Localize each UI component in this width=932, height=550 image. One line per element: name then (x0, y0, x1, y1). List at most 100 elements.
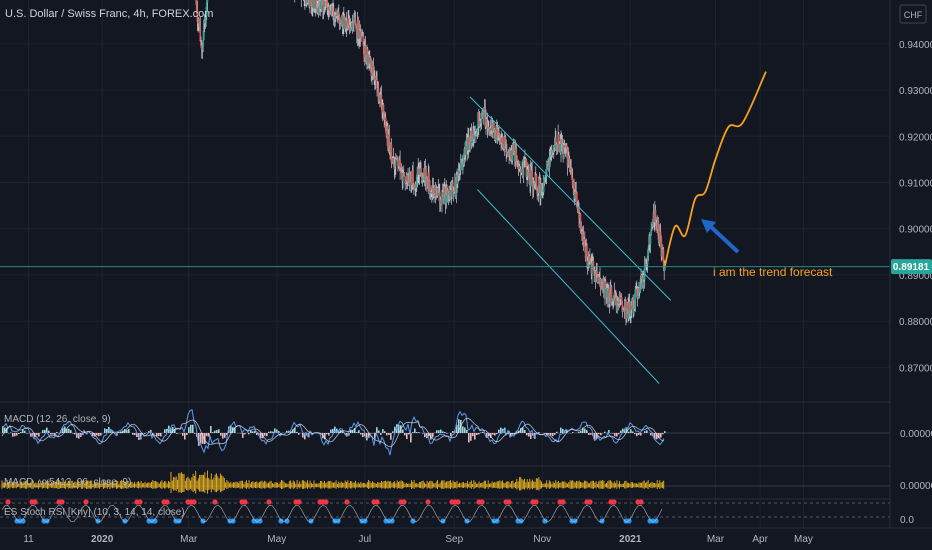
candle-body (469, 135, 471, 148)
stoch-overbought-dot (533, 499, 539, 505)
candle-body (428, 172, 430, 181)
candle-body (453, 191, 456, 193)
candle-body (420, 172, 423, 179)
stoch-overbought-dot (137, 499, 143, 505)
candle-body (375, 76, 378, 80)
forecast-line[interactable] (664, 71, 767, 266)
macd-histogram-bar (158, 433, 160, 437)
macd-histogram-bar (368, 433, 370, 438)
candle-body (482, 110, 484, 112)
stoch-oversold-dot (176, 518, 182, 524)
macd-vx-pane[interactable] (0, 470, 890, 494)
candle-body (617, 301, 619, 303)
macd-histogram-bar (218, 429, 220, 433)
candle-body (438, 188, 440, 192)
macd-histogram-bar (578, 431, 580, 433)
channel-lower-line[interactable] (476, 189, 660, 384)
symbol-title[interactable]: U.S. Dollar / Swiss Franc, 4h, FOREX.com (5, 8, 213, 20)
stoch-oversold-dot (410, 518, 416, 524)
candle-body (602, 288, 604, 291)
macd-histogram-bar (98, 433, 100, 437)
candle-body (477, 112, 480, 126)
candle-body (549, 155, 551, 157)
candle-body (443, 186, 445, 203)
stoch-oversold-dot (542, 518, 548, 524)
stoch-overbought-dot (344, 499, 350, 505)
candle-body (404, 176, 406, 184)
macd-histogram-bar (132, 433, 134, 435)
macd-histogram-bar (290, 431, 292, 433)
candle-body (548, 156, 551, 169)
candle-body (376, 87, 379, 89)
currency-badge-box[interactable] (899, 4, 927, 24)
macd-histogram-bar (392, 431, 394, 433)
macd-histogram-bar (62, 427, 64, 433)
macd-histogram-bar (486, 433, 488, 438)
arrow-icon[interactable] (701, 219, 740, 254)
price-tick-label: 0.94000 (899, 40, 932, 51)
candle-body (543, 179, 546, 183)
stoch-oversold-dot (44, 518, 50, 524)
candle-body (561, 143, 564, 145)
candle-body (390, 144, 393, 163)
macd-histogram-bar (252, 431, 254, 433)
candle-body (343, 16, 345, 30)
candle-body (355, 23, 357, 29)
candle-body (659, 231, 662, 237)
macd-histogram-bar (270, 431, 272, 433)
macd-histogram-bar (24, 430, 26, 433)
candle-body (324, 1, 326, 7)
macd-histogram-bar (296, 431, 298, 433)
macd-histogram-bar (2, 425, 4, 433)
macd-histogram-bar (620, 430, 622, 433)
macd-histogram-bar (156, 433, 158, 437)
candle-body (574, 191, 577, 199)
stoch-label[interactable]: ES Stoch RSI [Kriy] (10, 3, 14, 14, clos… (4, 507, 185, 518)
macd-histogram-bar (254, 430, 256, 433)
candle-body (372, 65, 375, 77)
macd-vx-label[interactable]: MACD_vx5412_96_close_9) (4, 477, 131, 488)
candle-body (592, 260, 595, 269)
macd-histogram-bar (376, 427, 378, 433)
macd-histogram-bar (250, 430, 252, 433)
candle-body (332, 7, 334, 12)
candle-body (329, 10, 331, 14)
macd-histogram-bar (632, 431, 634, 433)
candle-body (664, 263, 666, 271)
macd-histogram-bar (390, 433, 392, 440)
macd-histogram-bar (358, 430, 360, 433)
candle-body (520, 172, 523, 174)
macd-histogram-bar (402, 429, 404, 433)
price-axis[interactable]: 0.94000 0.93000 0.92000 0.91000 0.90000 0.890… (899, 40, 932, 374)
candle-body (422, 176, 424, 181)
candle-body (321, 0, 323, 1)
macd-histogram-bar (582, 427, 584, 433)
time-axis[interactable]: 11 2020 Mar May Jul Sep Nov 2021 Mar Apr May (23, 534, 813, 545)
macd-histogram-bar (268, 431, 270, 433)
candle-body (339, 21, 342, 24)
macd-histogram-bar (418, 432, 420, 433)
candle-body (659, 231, 661, 245)
macd-histogram-bar (492, 433, 494, 435)
macd-histogram-bar (382, 429, 384, 433)
macd-histogram-bar (304, 433, 306, 440)
stoch-overbought-dot (401, 499, 407, 505)
time-tick-label: Apr (752, 534, 768, 545)
stoch-rsi-pane[interactable] (0, 499, 890, 524)
candle-body (545, 176, 547, 177)
macd-histogram-bar (556, 431, 558, 433)
macd-histogram-bar (192, 424, 194, 433)
candle-body (556, 144, 559, 148)
macd-histogram-bar (226, 433, 228, 436)
macd-label[interactable]: MACD (12, 26, close, 9) (4, 414, 111, 425)
macd-histogram-bar (548, 433, 550, 435)
candle-body (537, 193, 539, 195)
macd-histogram-bar (560, 427, 562, 433)
candle-body (400, 172, 403, 173)
candle-body (444, 186, 446, 194)
macd-histogram-bar (82, 433, 84, 436)
macd-pane[interactable] (0, 408, 890, 456)
macd-histogram-bar (380, 433, 382, 435)
macd-histogram-bar (244, 433, 246, 435)
